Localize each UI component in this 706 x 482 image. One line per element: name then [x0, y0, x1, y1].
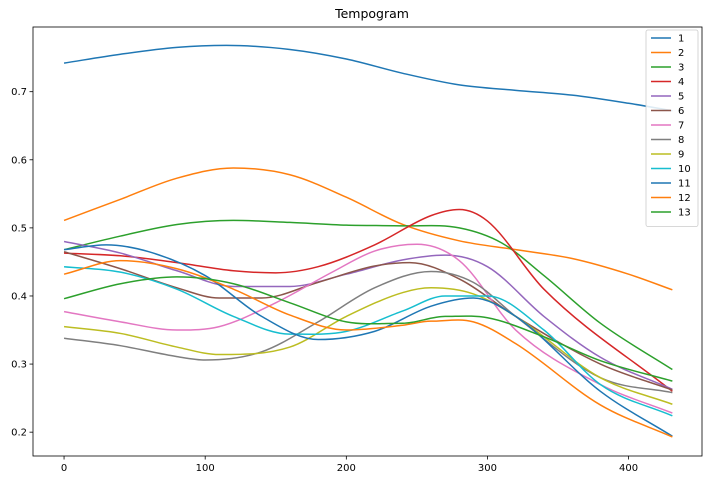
series-line-7	[63, 243, 673, 414]
legend-label-8: 8	[678, 135, 684, 146]
legend-label-1: 1	[678, 34, 684, 45]
legend-label-6: 6	[678, 106, 684, 117]
legend-label-5: 5	[678, 92, 684, 103]
series-line-6	[63, 250, 673, 391]
legend-label-9: 9	[678, 150, 684, 161]
series-line-2	[63, 167, 673, 291]
legend-label-10: 10	[678, 164, 691, 175]
series-line-3	[63, 219, 673, 371]
plot-frame	[32, 26, 703, 457]
series-line-9	[63, 287, 673, 405]
x-tick-label: 400	[619, 463, 638, 474]
legend-label-12: 12	[678, 193, 691, 204]
series-layer	[63, 44, 673, 438]
x-tick-label: 200	[337, 463, 356, 474]
x-tick-label: 100	[196, 463, 215, 474]
series-line-1	[63, 44, 673, 112]
legend-label-3: 3	[678, 63, 684, 74]
legend-label-7: 7	[678, 121, 684, 132]
legend-label-11: 11	[678, 179, 691, 190]
y-tick-label: 0.3	[11, 360, 27, 371]
y-axis: 0.2 0.3 0.4 0.5 0.6 0.7	[11, 87, 33, 439]
series-line-12	[63, 259, 673, 438]
series-line-4	[64, 208, 673, 392]
legend-label-2: 2	[678, 48, 684, 59]
legend-label-4: 4	[678, 77, 684, 88]
legend-box	[645, 29, 699, 227]
y-tick-label: 0.5	[11, 223, 27, 234]
chart-title: Tempogram	[334, 6, 409, 21]
x-tick-label: 0	[61, 463, 67, 474]
y-tick-label: 0.7	[11, 87, 27, 98]
series-line-13	[63, 276, 673, 382]
y-tick-label: 0.6	[11, 155, 27, 166]
x-axis: 0 100 200 300 400	[61, 456, 638, 474]
y-tick-label: 0.4	[11, 291, 27, 302]
legend-label-13: 13	[678, 208, 691, 219]
series-line-11	[63, 244, 673, 437]
y-tick-label: 0.2	[11, 428, 27, 439]
x-tick-label: 300	[478, 463, 497, 474]
